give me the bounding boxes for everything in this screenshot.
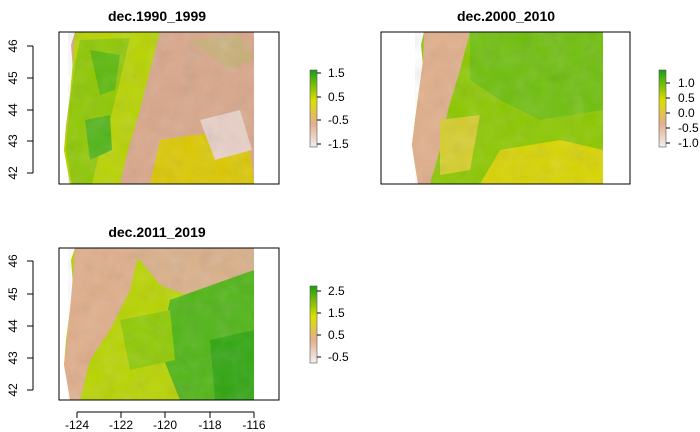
y-tick-label: 42 [6,383,20,397]
raster-2 [412,32,603,184]
x-tick-label: -120 [153,418,177,432]
panel-title-1: dec.1990_1999 [108,8,206,24]
legend-tick-label: -0.5 [328,350,349,364]
y-tick-label: 45 [6,71,20,85]
y-tick-label: 43 [6,351,20,365]
x-axis-3: -124 -122 -120 -118 -116 [65,411,266,432]
legend-3: 2.5 1.5 0.5 -0.5 [309,284,349,364]
y-tick-label: 45 [6,287,20,301]
legend-2: 1.0 0.5 0.0 -0.5 -1.0 [658,69,699,150]
raster-3 [64,248,254,400]
legend-tick-label: 2.5 [328,284,345,298]
legend-colorbar-2 [658,69,667,148]
raster-1 [64,32,254,184]
y-axis-1: 42 43 44 45 46 [6,39,34,180]
y-tick-label: 44 [6,103,20,117]
legend-1: 1.5 0.5 -0.5 -1.5 [309,66,349,151]
legend-tick-label: -1.5 [328,137,349,151]
legend-tick-label: -1.0 [678,136,699,150]
legend-tick-label: 0.5 [328,328,345,342]
panel-title-2: dec.2000_2010 [457,8,555,24]
plot-frame-1 [58,31,280,185]
y-axis-3: 42 43 44 45 46 [6,254,34,397]
x-tick-label: -116 [242,418,265,432]
legend-tick-label: 1.0 [678,76,695,90]
panel-2: dec.2000_2010 1.0 0.5 0.0 -0.5 -1.0 [380,8,699,185]
plot-frame-2 [380,31,631,185]
panel-1: dec.1990_1999 42 43 44 45 46 [6,8,349,185]
panel-3: dec.2011_2019 42 43 44 45 46 [6,224,349,432]
x-tick-label: -118 [198,418,221,432]
legend-colorbar-1 [309,69,318,148]
legend-tick-label: 1.5 [328,66,345,80]
legend-tick-label: 1.5 [328,306,345,320]
plot-frame-3 [58,247,280,401]
legend-tick-label: 0.5 [328,90,345,104]
legend-colorbar-3 [309,285,318,364]
y-tick-label: 44 [6,319,20,333]
legend-tick-label: -0.5 [328,113,349,127]
panel-title-3: dec.2011_2019 [108,224,206,240]
y-tick-label: 43 [6,134,20,148]
legend-tick-label: -0.5 [678,121,699,135]
y-tick-label: 42 [6,166,20,180]
x-tick-label: -122 [109,418,133,432]
x-tick-label: -124 [65,418,89,432]
y-tick-label: 46 [6,254,20,268]
legend-tick-label: 0.0 [678,106,695,120]
y-tick-label: 46 [6,39,20,53]
legend-tick-label: 0.5 [678,91,695,105]
